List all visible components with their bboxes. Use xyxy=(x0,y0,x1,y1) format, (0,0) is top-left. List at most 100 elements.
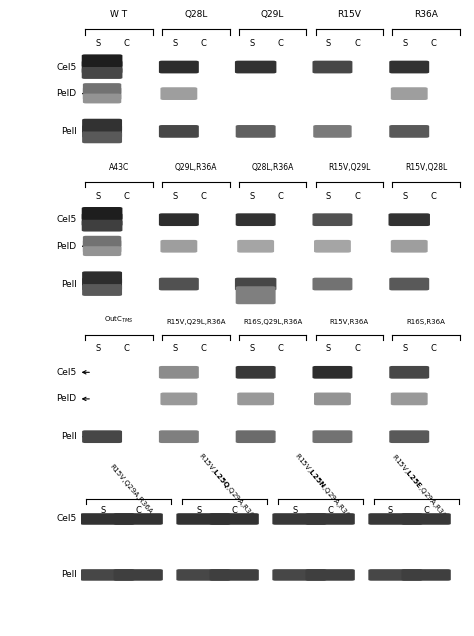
Text: A43C: A43C xyxy=(109,163,129,172)
FancyBboxPatch shape xyxy=(391,87,428,100)
FancyBboxPatch shape xyxy=(82,278,122,291)
FancyBboxPatch shape xyxy=(81,569,135,581)
FancyBboxPatch shape xyxy=(305,569,355,581)
FancyBboxPatch shape xyxy=(237,240,274,252)
FancyBboxPatch shape xyxy=(389,366,429,378)
FancyBboxPatch shape xyxy=(236,366,275,378)
Text: PelI: PelI xyxy=(61,432,77,441)
Text: S: S xyxy=(326,344,331,354)
FancyBboxPatch shape xyxy=(273,513,327,525)
FancyBboxPatch shape xyxy=(83,240,121,252)
Text: R15V,Q28L: R15V,Q28L xyxy=(405,163,447,172)
FancyBboxPatch shape xyxy=(83,87,121,100)
FancyBboxPatch shape xyxy=(82,60,122,73)
Text: PelD: PelD xyxy=(56,394,77,403)
FancyBboxPatch shape xyxy=(389,125,429,138)
Text: C: C xyxy=(423,506,429,515)
FancyBboxPatch shape xyxy=(236,286,275,304)
Text: S: S xyxy=(292,506,297,515)
FancyBboxPatch shape xyxy=(389,60,429,73)
FancyBboxPatch shape xyxy=(82,68,122,79)
Text: Cel5: Cel5 xyxy=(56,62,77,71)
Text: OutC$_{TMS}$: OutC$_{TMS}$ xyxy=(104,315,134,325)
FancyBboxPatch shape xyxy=(368,513,422,525)
FancyBboxPatch shape xyxy=(160,240,197,252)
FancyBboxPatch shape xyxy=(159,60,199,73)
FancyBboxPatch shape xyxy=(210,513,259,525)
FancyBboxPatch shape xyxy=(235,278,276,291)
FancyBboxPatch shape xyxy=(314,392,351,405)
Text: R15V: R15V xyxy=(337,10,361,20)
Text: R15V,Q29A,R36A: R15V,Q29A,R36A xyxy=(109,463,154,515)
Text: C: C xyxy=(431,344,437,354)
Text: C: C xyxy=(277,39,283,48)
Text: R15V,$\mathbf{L25E}$,Q29A,R36A: R15V,$\mathbf{L25E}$,Q29A,R36A xyxy=(389,452,452,524)
Text: PelI: PelI xyxy=(61,570,77,579)
Text: S: S xyxy=(173,39,178,48)
Text: Cel5: Cel5 xyxy=(56,515,77,523)
Text: C: C xyxy=(431,191,437,201)
FancyBboxPatch shape xyxy=(236,431,275,443)
Text: R16S,R36A: R16S,R36A xyxy=(407,319,446,325)
FancyBboxPatch shape xyxy=(176,513,230,525)
Text: S: S xyxy=(326,191,331,201)
FancyBboxPatch shape xyxy=(82,213,122,226)
FancyBboxPatch shape xyxy=(159,213,199,226)
FancyBboxPatch shape xyxy=(236,125,275,138)
FancyBboxPatch shape xyxy=(236,213,275,226)
Text: W T: W T xyxy=(110,10,128,20)
Text: R15V,R36A: R15V,R36A xyxy=(330,319,369,325)
Text: S: S xyxy=(96,39,101,48)
Text: C: C xyxy=(135,506,141,515)
Text: C: C xyxy=(201,191,206,201)
FancyBboxPatch shape xyxy=(83,93,121,104)
FancyBboxPatch shape xyxy=(160,392,197,405)
Text: S: S xyxy=(403,344,408,354)
FancyBboxPatch shape xyxy=(83,87,120,100)
Text: C: C xyxy=(124,39,129,48)
Text: S: S xyxy=(249,39,255,48)
Text: R36A: R36A xyxy=(414,10,438,20)
FancyBboxPatch shape xyxy=(82,431,122,443)
FancyBboxPatch shape xyxy=(83,125,121,138)
FancyBboxPatch shape xyxy=(314,240,351,252)
FancyBboxPatch shape xyxy=(176,569,230,581)
Text: Q29L: Q29L xyxy=(261,10,284,20)
Text: S: S xyxy=(173,191,178,201)
Text: Q28L: Q28L xyxy=(184,10,208,20)
FancyBboxPatch shape xyxy=(312,213,352,226)
Text: S: S xyxy=(403,39,408,48)
Text: C: C xyxy=(327,506,333,515)
FancyBboxPatch shape xyxy=(82,272,122,284)
Text: C: C xyxy=(124,191,129,201)
FancyBboxPatch shape xyxy=(401,569,451,581)
FancyBboxPatch shape xyxy=(82,132,122,143)
Text: Cel5: Cel5 xyxy=(56,215,77,224)
FancyBboxPatch shape xyxy=(113,569,163,581)
FancyBboxPatch shape xyxy=(82,119,122,132)
FancyBboxPatch shape xyxy=(313,125,352,138)
FancyBboxPatch shape xyxy=(82,285,122,296)
FancyBboxPatch shape xyxy=(312,60,352,73)
FancyBboxPatch shape xyxy=(391,392,428,405)
FancyBboxPatch shape xyxy=(113,513,163,525)
FancyBboxPatch shape xyxy=(83,278,121,291)
FancyBboxPatch shape xyxy=(273,569,327,581)
Text: C: C xyxy=(277,191,283,201)
Text: C: C xyxy=(354,191,360,201)
FancyBboxPatch shape xyxy=(81,513,135,525)
FancyBboxPatch shape xyxy=(312,278,352,291)
FancyBboxPatch shape xyxy=(368,569,422,581)
Text: R15V,$\mathbf{L25N}$,Q29A,R36A: R15V,$\mathbf{L25N}$,Q29A,R36A xyxy=(292,451,356,525)
Text: R15V,Q29L,R36A: R15V,Q29L,R36A xyxy=(166,319,226,325)
Text: S: S xyxy=(100,506,105,515)
FancyBboxPatch shape xyxy=(389,213,430,226)
Text: PelD: PelD xyxy=(56,89,77,98)
Text: S: S xyxy=(403,191,408,201)
Text: S: S xyxy=(326,39,331,48)
FancyBboxPatch shape xyxy=(389,278,429,291)
FancyBboxPatch shape xyxy=(159,366,199,378)
FancyBboxPatch shape xyxy=(82,54,122,67)
Text: Q28L,R36A: Q28L,R36A xyxy=(251,163,294,172)
FancyBboxPatch shape xyxy=(160,87,197,100)
